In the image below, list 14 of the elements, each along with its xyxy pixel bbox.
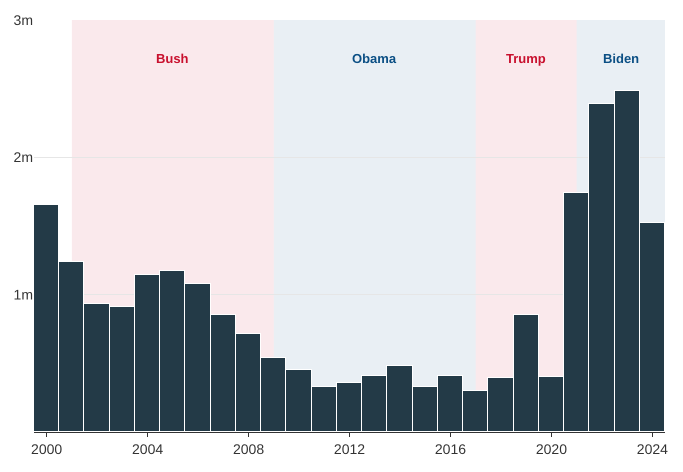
band-label: Bush [156, 51, 189, 66]
x-tick-label: 2020 [536, 440, 568, 457]
x-tick-label: 2024 [636, 440, 668, 457]
band-label: Obama [352, 51, 397, 66]
y-tick-label: 1m [14, 286, 33, 303]
band-label: Trump [506, 51, 546, 66]
y-tick-label: 2m [14, 149, 33, 166]
x-tick-label: 2000 [31, 440, 62, 457]
band-label: Biden [603, 51, 640, 66]
y-tick-label: 3m [14, 12, 33, 28]
x-tick-label: 2004 [132, 440, 164, 457]
x-tick-label: 2008 [232, 440, 264, 457]
x-tick-label: 2016 [434, 440, 466, 457]
x-tick-label: 2012 [334, 440, 366, 457]
